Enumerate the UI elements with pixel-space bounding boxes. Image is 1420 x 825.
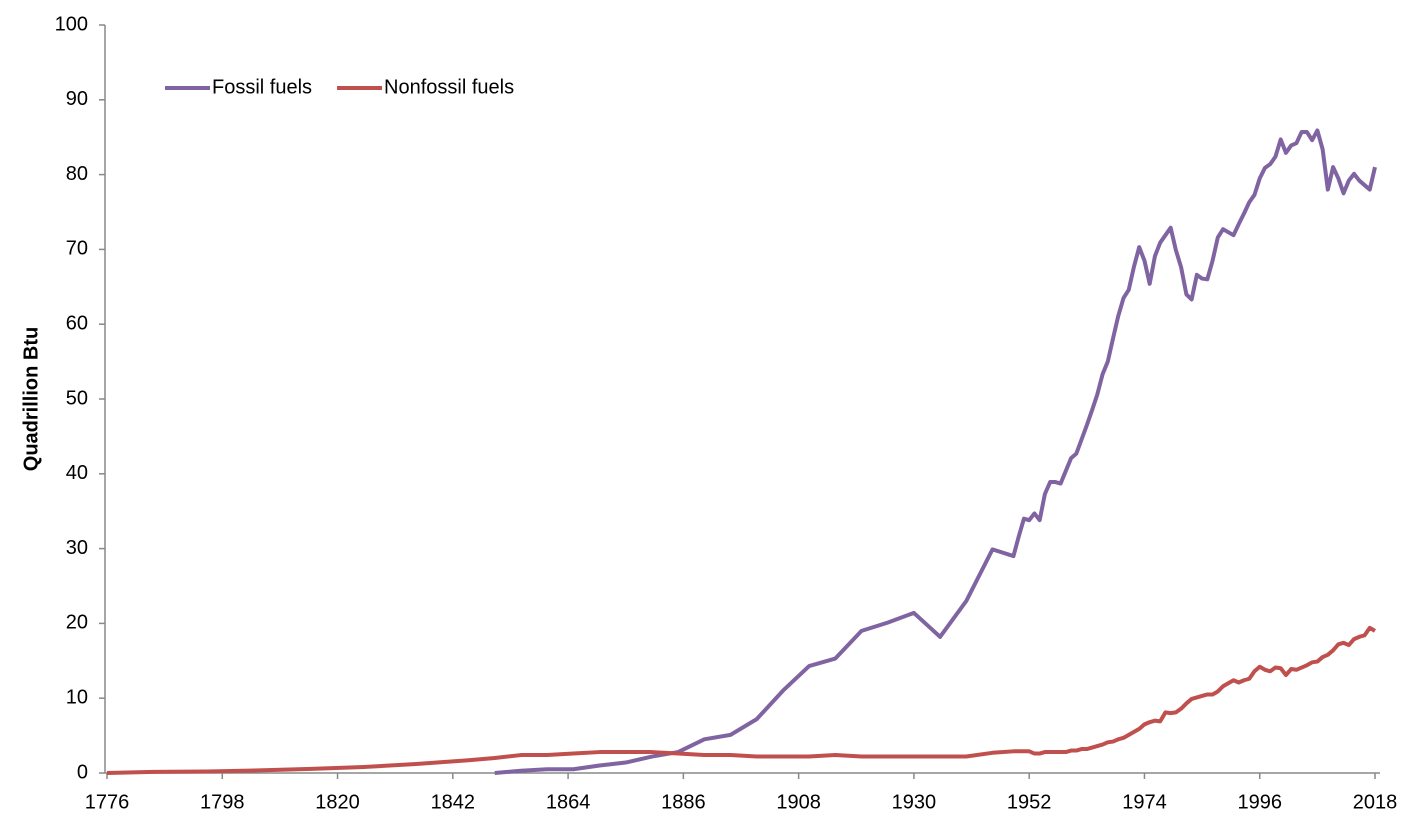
y-tick-label: 0 — [77, 761, 88, 783]
x-tick-label: 1798 — [200, 791, 245, 813]
x-tick-label: 1908 — [776, 791, 821, 813]
x-tick-label: 1776 — [85, 791, 130, 813]
y-tick-label: 30 — [66, 537, 88, 559]
x-tick-label: 1930 — [892, 791, 937, 813]
x-tick-label: 1864 — [546, 791, 591, 813]
legend-label: Fossil fuels — [212, 76, 312, 98]
x-tick-label: 1886 — [661, 791, 706, 813]
x-tick-label: 2018 — [1353, 791, 1398, 813]
series-line — [494, 128, 1377, 775]
x-tick-label: 1820 — [315, 791, 360, 813]
y-tick-label: 50 — [66, 387, 88, 409]
y-tick-label: 90 — [66, 88, 88, 110]
x-tick-label: 1974 — [1122, 791, 1167, 813]
legend-label: Nonfossil fuels — [384, 76, 514, 98]
y-tick-label: 40 — [66, 462, 88, 484]
y-tick-label: 100 — [55, 13, 88, 35]
y-tick-label: 60 — [66, 312, 88, 334]
y-axis-label: Quadrillion Btu — [20, 327, 42, 471]
y-tick-label: 70 — [66, 238, 88, 260]
x-tick-label: 1842 — [431, 791, 476, 813]
y-tick-label: 80 — [66, 163, 88, 185]
x-tick-label: 1996 — [1237, 791, 1282, 813]
y-tick-label: 10 — [66, 686, 88, 708]
x-tick-label: 1952 — [1007, 791, 1052, 813]
series-line — [106, 625, 1376, 775]
y-tick-label: 20 — [66, 612, 88, 634]
